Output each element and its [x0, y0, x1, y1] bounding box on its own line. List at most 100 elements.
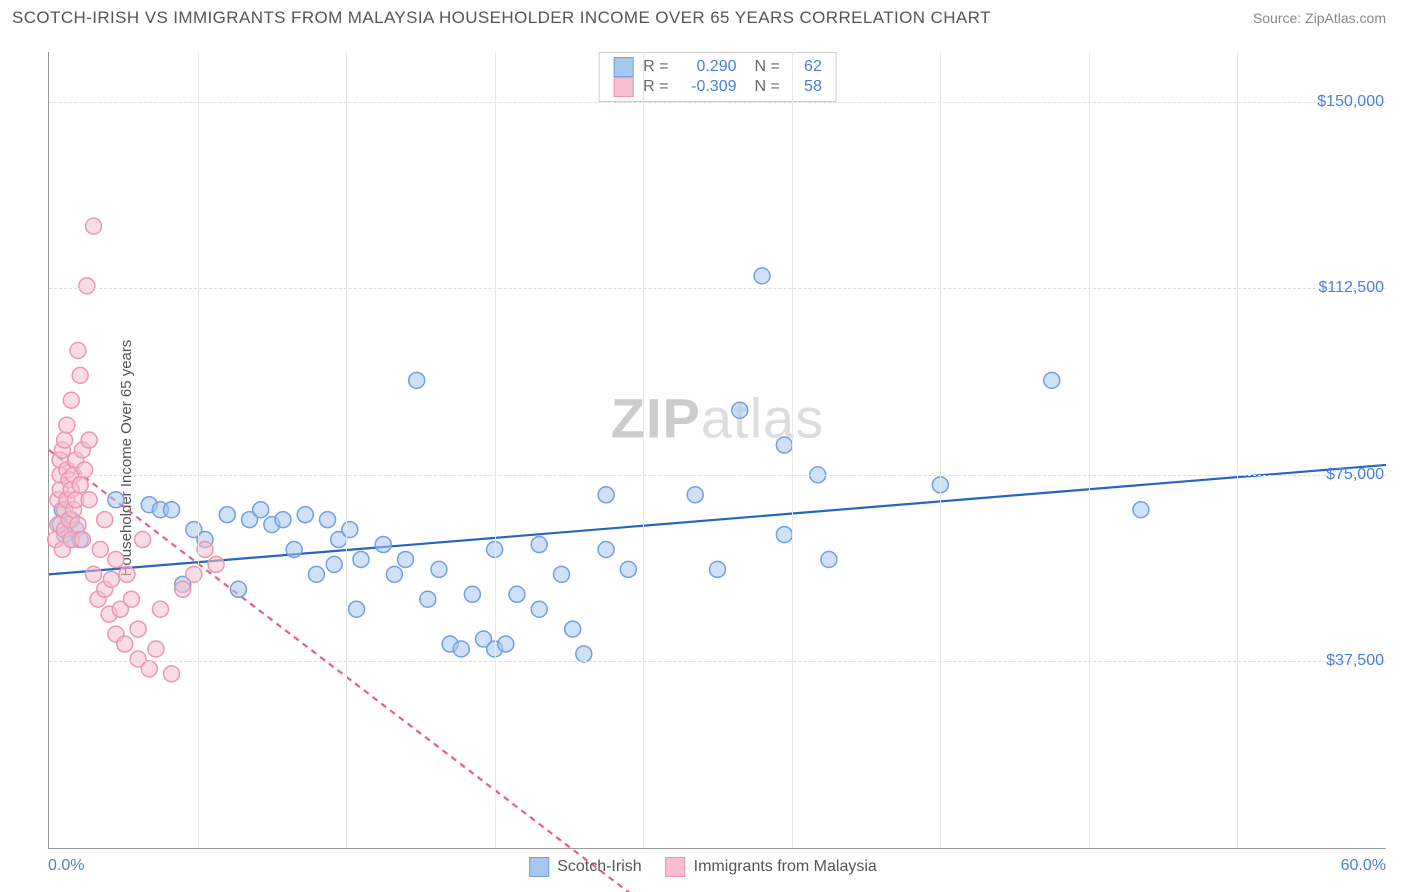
data-point	[342, 522, 358, 538]
data-point	[554, 566, 570, 582]
n-label: N =	[755, 78, 780, 96]
data-point	[70, 517, 86, 533]
gridline-v	[940, 52, 941, 848]
data-point	[63, 392, 79, 408]
data-point	[57, 432, 73, 448]
data-point	[576, 646, 592, 662]
data-point	[297, 507, 313, 523]
x-axis-max-label: 60.0%	[1341, 857, 1386, 875]
data-point	[431, 561, 447, 577]
gridline-h	[49, 288, 1386, 289]
gridline-h	[49, 102, 1386, 103]
data-point	[72, 367, 88, 383]
legend-item: Immigrants from Malaysia	[666, 857, 877, 877]
data-point	[710, 561, 726, 577]
r-label: R =	[643, 58, 668, 76]
data-point	[135, 532, 151, 548]
data-point	[72, 477, 88, 493]
correlation-legend: R = 0.290 N = 62 R = -0.309 N = 58	[598, 52, 837, 102]
data-point	[386, 566, 402, 582]
chart-source: Source: ZipAtlas.com	[1253, 10, 1386, 26]
data-point	[253, 502, 269, 518]
y-tick-label: $75,000	[1326, 466, 1384, 484]
data-point	[275, 512, 291, 528]
data-point	[130, 621, 146, 637]
data-point	[86, 218, 102, 234]
data-point	[230, 581, 246, 597]
gridline-v	[495, 52, 496, 848]
gridline-v	[792, 52, 793, 848]
data-point	[349, 601, 365, 617]
data-point	[117, 636, 133, 652]
data-point	[776, 527, 792, 543]
legend-swatch	[666, 857, 686, 877]
gridline-v	[643, 52, 644, 848]
data-point	[152, 601, 168, 617]
data-point	[531, 601, 547, 617]
data-point	[74, 532, 90, 548]
data-point	[175, 581, 191, 597]
data-point	[1044, 372, 1060, 388]
data-point	[620, 561, 636, 577]
data-point	[108, 551, 124, 567]
data-point	[598, 487, 614, 503]
data-point	[81, 432, 97, 448]
data-point	[208, 556, 224, 572]
data-point	[821, 551, 837, 567]
data-point	[375, 537, 391, 553]
data-point	[59, 417, 75, 433]
data-point	[286, 542, 302, 558]
series-legend: Scotch-Irish Immigrants from Malaysia	[529, 857, 877, 877]
x-axis-min-label: 0.0%	[48, 857, 84, 875]
data-point	[776, 437, 792, 453]
y-tick-label: $112,500	[1318, 279, 1384, 297]
data-point	[398, 551, 414, 567]
n-value: 58	[790, 78, 822, 96]
correlation-row: R = -0.309 N = 58	[613, 77, 822, 97]
data-point	[164, 666, 180, 682]
n-value: 62	[790, 58, 822, 76]
chart-header: SCOTCH-IRISH VS IMMIGRANTS FROM MALAYSIA…	[0, 0, 1406, 30]
legend-swatch	[613, 77, 633, 97]
data-point	[108, 492, 124, 508]
data-point	[453, 641, 469, 657]
legend-swatch	[529, 857, 549, 877]
data-point	[754, 268, 770, 284]
gridline-v	[346, 52, 347, 848]
data-point	[732, 402, 748, 418]
data-point	[86, 566, 102, 582]
chart-title: SCOTCH-IRISH VS IMMIGRANTS FROM MALAYSIA…	[12, 8, 991, 28]
data-point	[97, 512, 113, 528]
data-point	[186, 566, 202, 582]
legend-label: Scotch-Irish	[557, 858, 641, 876]
data-point	[1133, 502, 1149, 518]
data-point	[148, 641, 164, 657]
legend-label: Immigrants from Malaysia	[694, 858, 877, 876]
scatter-svg	[49, 52, 1386, 848]
gridline-v	[198, 52, 199, 848]
data-point	[81, 492, 97, 508]
data-point	[464, 586, 480, 602]
data-point	[509, 586, 525, 602]
r-label: R =	[643, 78, 668, 96]
data-point	[308, 566, 324, 582]
plot-area: ZIPatlas R = 0.290 N = 62 R = -0.309 N =…	[48, 52, 1386, 849]
y-tick-label: $37,500	[1326, 652, 1384, 670]
data-point	[79, 278, 95, 294]
data-point	[531, 537, 547, 553]
data-point	[103, 571, 119, 587]
data-point	[498, 636, 514, 652]
n-label: N =	[755, 58, 780, 76]
data-point	[320, 512, 336, 528]
legend-item: Scotch-Irish	[529, 857, 641, 877]
legend-swatch	[613, 57, 633, 77]
data-point	[219, 507, 235, 523]
data-point	[353, 551, 369, 567]
data-point	[141, 661, 157, 677]
data-point	[687, 487, 703, 503]
gridline-v	[1237, 52, 1238, 848]
data-point	[119, 566, 135, 582]
data-point	[197, 542, 213, 558]
gridline-v	[1089, 52, 1090, 848]
data-point	[409, 372, 425, 388]
